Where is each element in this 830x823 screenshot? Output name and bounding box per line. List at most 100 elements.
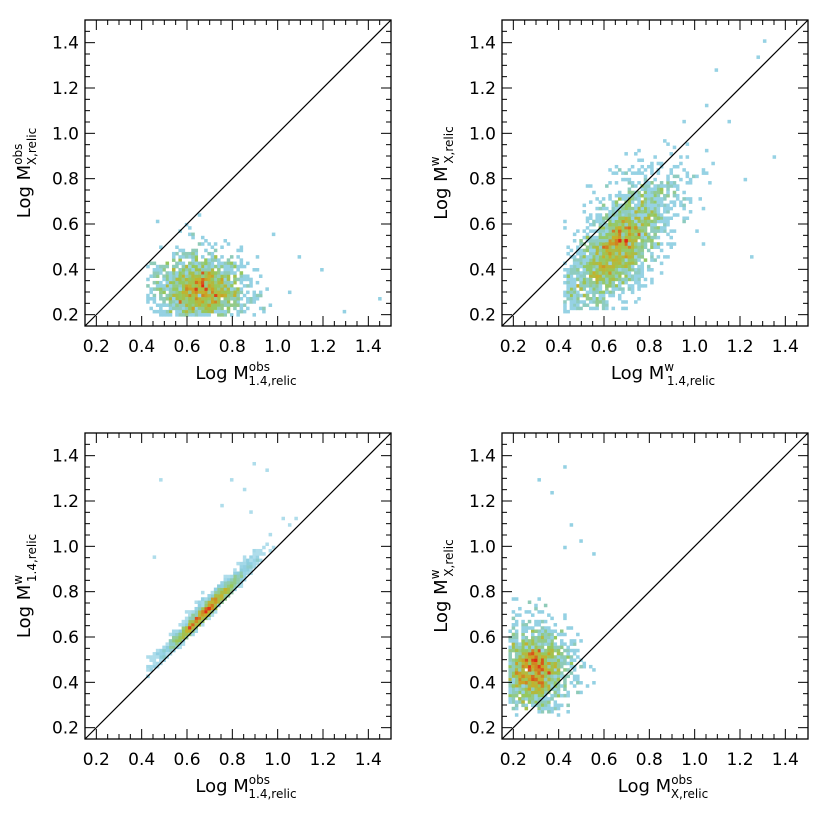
density-cell <box>656 187 661 192</box>
density-cell <box>181 280 186 285</box>
density-cell <box>200 274 205 278</box>
density-cell <box>188 232 192 237</box>
density-cell <box>524 687 529 691</box>
density-cell <box>220 261 224 266</box>
density-cell <box>637 213 641 217</box>
density-cell <box>617 280 622 285</box>
density-cell <box>197 290 202 295</box>
density-cell <box>621 232 625 237</box>
density-cell <box>207 274 211 278</box>
density-cell <box>210 284 215 288</box>
density-cell <box>572 232 577 237</box>
density-cell <box>601 271 606 275</box>
density-cell <box>537 687 541 691</box>
density-cell <box>207 261 211 266</box>
density-cell <box>585 303 590 307</box>
density-cell <box>572 264 577 269</box>
density-cell <box>598 216 603 220</box>
density-cell <box>614 271 619 275</box>
y-tick-label: 1.0 <box>469 537 496 557</box>
density-cell <box>184 619 189 624</box>
density-cell <box>226 264 231 269</box>
density-cell <box>646 248 651 253</box>
density-cell <box>624 306 628 311</box>
density-cell <box>184 313 189 317</box>
density-cell <box>191 268 195 272</box>
density-cell <box>162 290 166 295</box>
density-cell <box>595 213 599 217</box>
density-cell <box>682 119 686 124</box>
density-cell <box>563 309 567 314</box>
density-cell <box>621 264 625 269</box>
density-cell <box>543 697 548 701</box>
density-cell <box>630 274 635 278</box>
density-cell <box>197 274 202 278</box>
density-cell <box>258 306 263 311</box>
density-cells <box>146 213 382 317</box>
density-cell <box>181 632 186 637</box>
density-cell <box>534 668 538 672</box>
density-cell <box>146 293 150 298</box>
density-cell <box>553 629 558 633</box>
density-cell <box>204 268 208 272</box>
density-cell <box>595 219 599 224</box>
density-cell <box>643 203 648 208</box>
density-cell <box>155 309 160 314</box>
density-cell <box>508 645 512 650</box>
density-cell <box>595 242 599 246</box>
density-cell <box>601 235 606 240</box>
density-cell <box>521 671 525 675</box>
density-cell <box>508 648 512 653</box>
density-cell <box>262 552 266 556</box>
density-cell <box>226 280 231 285</box>
density-cell <box>630 184 635 188</box>
density-cell <box>236 277 240 282</box>
density-cell <box>226 584 231 588</box>
density-cell <box>553 671 558 675</box>
density-cell <box>630 248 635 253</box>
density-cell <box>592 242 596 246</box>
density-cell <box>559 629 564 633</box>
density-cell <box>217 300 221 304</box>
density-cell <box>514 664 519 669</box>
density-cell <box>572 255 577 259</box>
density-cell <box>249 561 253 566</box>
density-cell <box>547 687 551 691</box>
density-cell <box>242 309 247 314</box>
density-cell <box>598 229 603 233</box>
y-tick-label: 0.6 <box>52 215 79 235</box>
density-cell <box>569 639 574 643</box>
density-cell <box>200 606 205 611</box>
density-cell <box>165 645 170 650</box>
density-cell <box>663 139 667 143</box>
density-cell <box>246 261 250 266</box>
density-cell <box>553 642 558 646</box>
density-cell <box>585 271 590 275</box>
density-cell <box>181 251 186 256</box>
density-cell <box>572 290 577 295</box>
density-cell <box>653 184 657 188</box>
density-cell <box>268 303 273 307</box>
density-cell <box>547 658 551 662</box>
density-cell <box>627 187 632 192</box>
density-cell <box>527 655 532 659</box>
density-cell <box>194 623 199 627</box>
density-cell <box>637 210 641 214</box>
density-cell <box>592 268 596 272</box>
density-cell <box>611 232 616 237</box>
density-cell <box>200 306 205 311</box>
density-cell <box>566 274 570 278</box>
density-cell <box>242 293 247 298</box>
density-cell <box>592 239 596 243</box>
density-cell <box>595 284 599 288</box>
density-cell <box>175 290 179 295</box>
density-cell <box>204 284 208 288</box>
density-cell <box>563 687 567 691</box>
density-cell <box>530 664 535 669</box>
density-cell <box>688 181 693 185</box>
density-cell <box>582 303 587 307</box>
density-cell <box>252 268 257 272</box>
density-cell <box>643 219 648 224</box>
density-cell <box>563 268 567 272</box>
density-cell <box>643 245 648 249</box>
